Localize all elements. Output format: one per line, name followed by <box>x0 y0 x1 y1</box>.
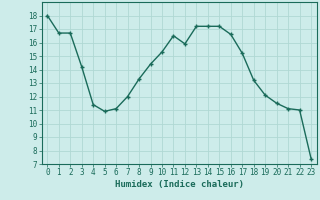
X-axis label: Humidex (Indice chaleur): Humidex (Indice chaleur) <box>115 180 244 189</box>
